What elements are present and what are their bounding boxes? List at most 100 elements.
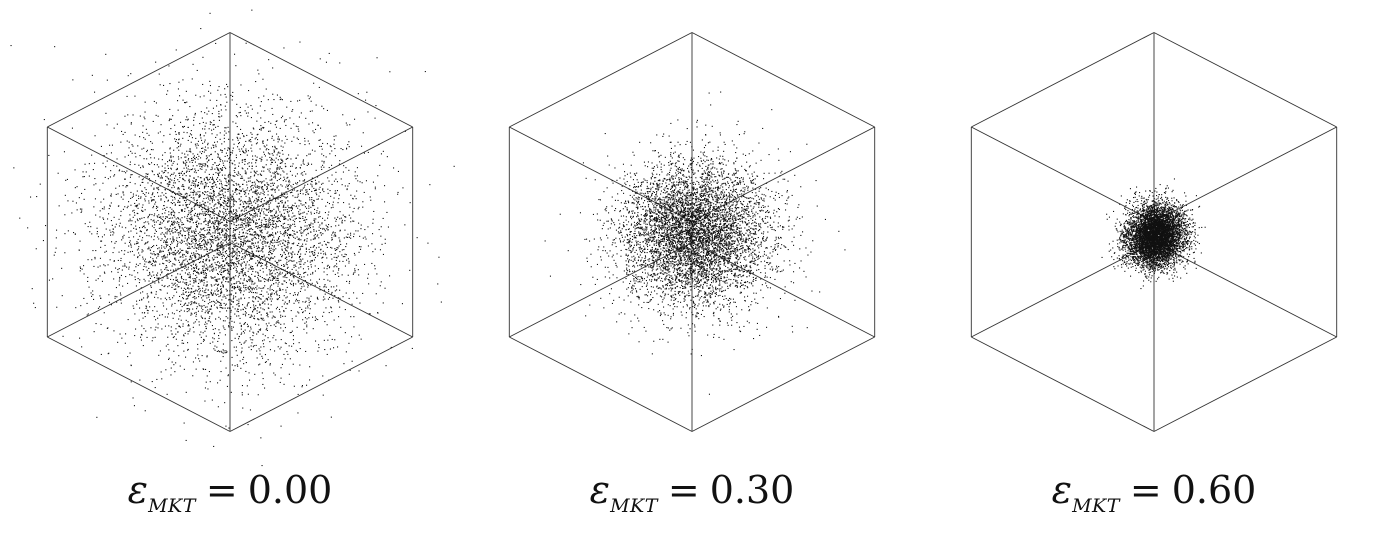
scatter-point (130, 174, 132, 176)
scatter-point (270, 269, 272, 271)
scatter-point (189, 169, 191, 171)
scatter-point (110, 170, 112, 172)
scatter-point (314, 303, 316, 305)
scatter-point (193, 177, 195, 179)
scatter-point (210, 226, 212, 228)
scatter-point (339, 211, 341, 213)
cube-frame (46, 32, 414, 432)
scatter-point (169, 178, 171, 180)
scatter-point (153, 205, 155, 207)
scatter-point (211, 168, 213, 170)
scatter-point (189, 294, 191, 296)
scatter-point (309, 96, 311, 98)
scatter-point (274, 316, 276, 318)
scatter-point (324, 285, 326, 287)
scatter-point (232, 301, 234, 303)
scatter-point (300, 266, 302, 268)
scatter-point (272, 337, 274, 339)
scatter-point (167, 343, 169, 345)
scatter-point (384, 185, 386, 187)
scatter-point (203, 163, 205, 165)
scatter-point (182, 137, 184, 139)
scatter-point (125, 186, 127, 188)
scatter-point (78, 197, 80, 199)
scatter-point (310, 260, 312, 262)
scatter-point (310, 284, 312, 286)
scatter-point (180, 300, 182, 302)
scatter-point (179, 192, 181, 194)
scatter-point (257, 234, 259, 236)
scatter-point (194, 191, 196, 193)
scatter-point (305, 234, 307, 236)
scatter-point (213, 348, 215, 350)
scatter-point (341, 249, 343, 251)
scatter-point (171, 208, 173, 210)
scatter-point (275, 148, 277, 150)
scatter-point (273, 223, 275, 225)
scatter-point (287, 188, 289, 190)
scatter-point (261, 188, 263, 190)
cube-edge (229, 336, 413, 432)
scatter-point (278, 202, 280, 204)
scatter-point (257, 260, 259, 262)
scatter-point (290, 247, 292, 249)
scatter-point (216, 105, 218, 107)
scatter-point (254, 181, 256, 183)
scatter-point (298, 213, 300, 215)
scatter-point (291, 253, 293, 255)
scatter-point (343, 363, 345, 365)
scatter-point (276, 167, 278, 169)
scatter-point (218, 265, 220, 267)
scatter-point (311, 186, 313, 188)
scatter-point (220, 291, 222, 293)
scatter-point (216, 306, 218, 308)
scatter-point (218, 252, 220, 254)
scatter-point (250, 246, 252, 248)
scatter-point (249, 224, 251, 226)
scatter-point (188, 229, 190, 231)
scatter-point (331, 183, 333, 185)
scatter-point (161, 213, 163, 215)
scatter-point (302, 174, 304, 176)
scatter-point (297, 238, 299, 240)
scatter-point (210, 244, 212, 246)
scatter-point (126, 95, 128, 97)
scatter-point (213, 147, 215, 149)
scatter-point (242, 253, 244, 255)
scatter-point (189, 202, 191, 204)
scatter-point (171, 241, 173, 243)
scatter-point (250, 314, 252, 316)
scatter-point (188, 308, 190, 310)
scatter-point (236, 189, 238, 191)
scatter-point (216, 247, 218, 249)
scatter-point (91, 74, 93, 76)
scatter-point (195, 145, 197, 147)
scatter-point (234, 250, 236, 252)
scatter-point (243, 290, 245, 292)
scatter-point (243, 323, 245, 325)
scatter-point (380, 153, 382, 155)
scatter-point (249, 266, 251, 268)
scatter-point (235, 263, 237, 265)
scatter-point (186, 298, 188, 300)
scatter-point (274, 171, 276, 173)
scatter-point (218, 237, 220, 239)
scatter-point (303, 230, 305, 232)
scatter-point (285, 291, 287, 293)
scatter-point (203, 279, 205, 281)
scatter-point (249, 208, 251, 210)
scatter-point (141, 312, 143, 314)
scatter-point (161, 232, 163, 234)
scatter-point (224, 307, 226, 309)
scatter-point (354, 171, 356, 173)
scatter-point (192, 218, 194, 220)
scatter-point (150, 256, 152, 258)
scatter-point (315, 192, 317, 194)
scatter-point (100, 201, 102, 203)
scatter-point (194, 204, 196, 206)
scatter-point (238, 236, 240, 238)
scatter-point (254, 307, 256, 309)
scatter-point (251, 9, 253, 11)
scatter-point (274, 189, 276, 191)
scatter-point (266, 327, 268, 329)
